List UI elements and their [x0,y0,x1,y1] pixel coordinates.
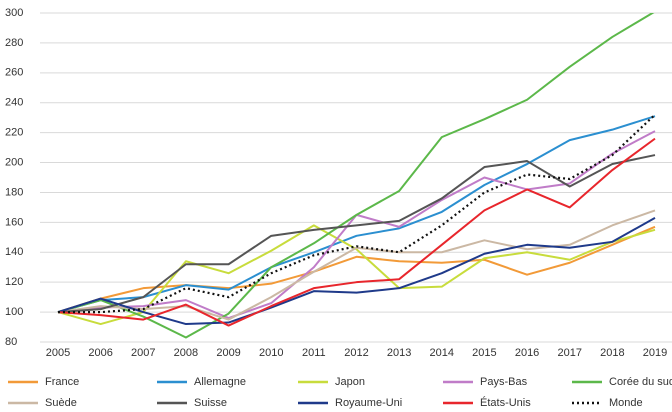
x-tick-label: 2013 [387,347,411,359]
x-tick-label: 2011 [302,347,326,359]
x-tick-label: 2018 [600,347,624,359]
y-tick-label: 120 [5,276,23,288]
series-line [57,13,655,339]
x-tick-label: 2006 [88,347,112,359]
y-tick-label: 200 [5,156,23,168]
legend-label: Japon [335,376,365,388]
series-line [58,113,656,314]
x-tick-label: 2007 [131,347,155,359]
y-tick-label: 80 [5,336,17,348]
plot-area [57,13,656,339]
x-tick-label: 2017 [557,347,581,359]
y-tick-label: 280 [5,37,23,49]
legend-label: France [45,376,79,388]
y-tick-label: 180 [5,186,23,198]
legend-label: États-Unis [480,396,531,409]
y-tick-label: 260 [5,67,23,79]
series-line [57,115,656,314]
series-line [57,209,656,321]
series-line [57,137,656,327]
y-tick-label: 300 [5,7,23,19]
x-tick-label: 2005 [46,347,70,359]
legend-label: Suisse [194,397,227,409]
series-line [57,217,656,326]
series-line [57,224,656,326]
y-tick-label: 140 [5,246,23,258]
y-tick-label: 220 [5,127,23,139]
x-tick-label: 2015 [472,347,496,359]
y-tick-label: 240 [5,97,23,109]
legend-label: Royaume-Uni [335,397,402,409]
x-tick-label: 2008 [174,347,198,359]
series-line [57,154,656,314]
x-tick-label: 2016 [515,347,539,359]
x-tick-label: 2009 [216,347,240,359]
x-tick-label: 2012 [344,347,368,359]
legend-label: Allemagne [194,376,246,388]
legend-label: Suède [45,397,77,409]
legend-label: Corée du sud [609,376,672,388]
y-tick-label: 100 [5,306,23,318]
y-tick-label: 160 [5,216,23,228]
x-tick-label: 2019 [643,347,667,359]
x-tick-label: 2014 [430,347,454,359]
x-tick-label: 2010 [259,347,283,359]
series-line [57,225,656,314]
legend-label: Pays-Bas [480,376,528,388]
legend-label: Monde [609,397,643,409]
